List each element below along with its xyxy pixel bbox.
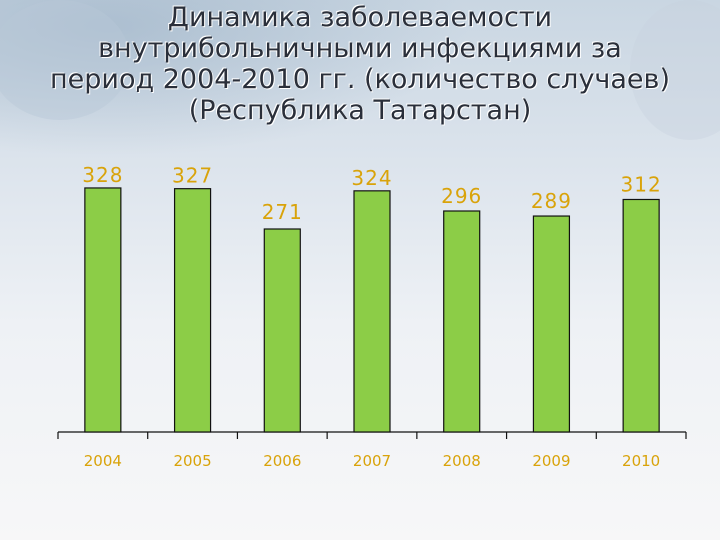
data-label-2005: 327	[172, 164, 213, 188]
data-label-2009: 289	[531, 189, 572, 213]
bar-2004	[84, 187, 122, 433]
data-label-2006: 271	[262, 200, 303, 224]
bar-2007	[353, 190, 391, 433]
x-tick-label-2008: 2008	[443, 452, 481, 470]
data-label-2008: 296	[441, 184, 482, 208]
x-tick-label-2010: 2010	[622, 452, 660, 470]
title-line-3: период 2004-2010 гг. (количество случаев…	[50, 64, 670, 95]
x-tick-label-2004: 2004	[84, 452, 122, 470]
bar-2008	[443, 210, 481, 433]
data-label-2007: 324	[351, 166, 392, 190]
x-tick-label-2009: 2009	[532, 452, 570, 470]
chart-title: Динамика заболеваемости внутрибольничным…	[0, 2, 720, 126]
bar-2009	[532, 215, 571, 433]
bar-2010	[622, 198, 660, 433]
x-tick-label-2007: 2007	[353, 452, 391, 470]
data-label-2010: 312	[621, 172, 662, 196]
title-line-2: внутрибольничными инфекциями за	[98, 33, 622, 64]
x-tick-label-2005: 2005	[173, 452, 211, 470]
x-tick-label-2006: 2006	[263, 452, 301, 470]
title-line-4: (Республика Татарстан)	[188, 95, 532, 126]
bar-2006	[263, 228, 301, 433]
data-label-2004: 328	[82, 163, 123, 187]
title-line-1: Динамика заболеваемости	[167, 2, 553, 33]
bar-2005	[173, 188, 212, 433]
